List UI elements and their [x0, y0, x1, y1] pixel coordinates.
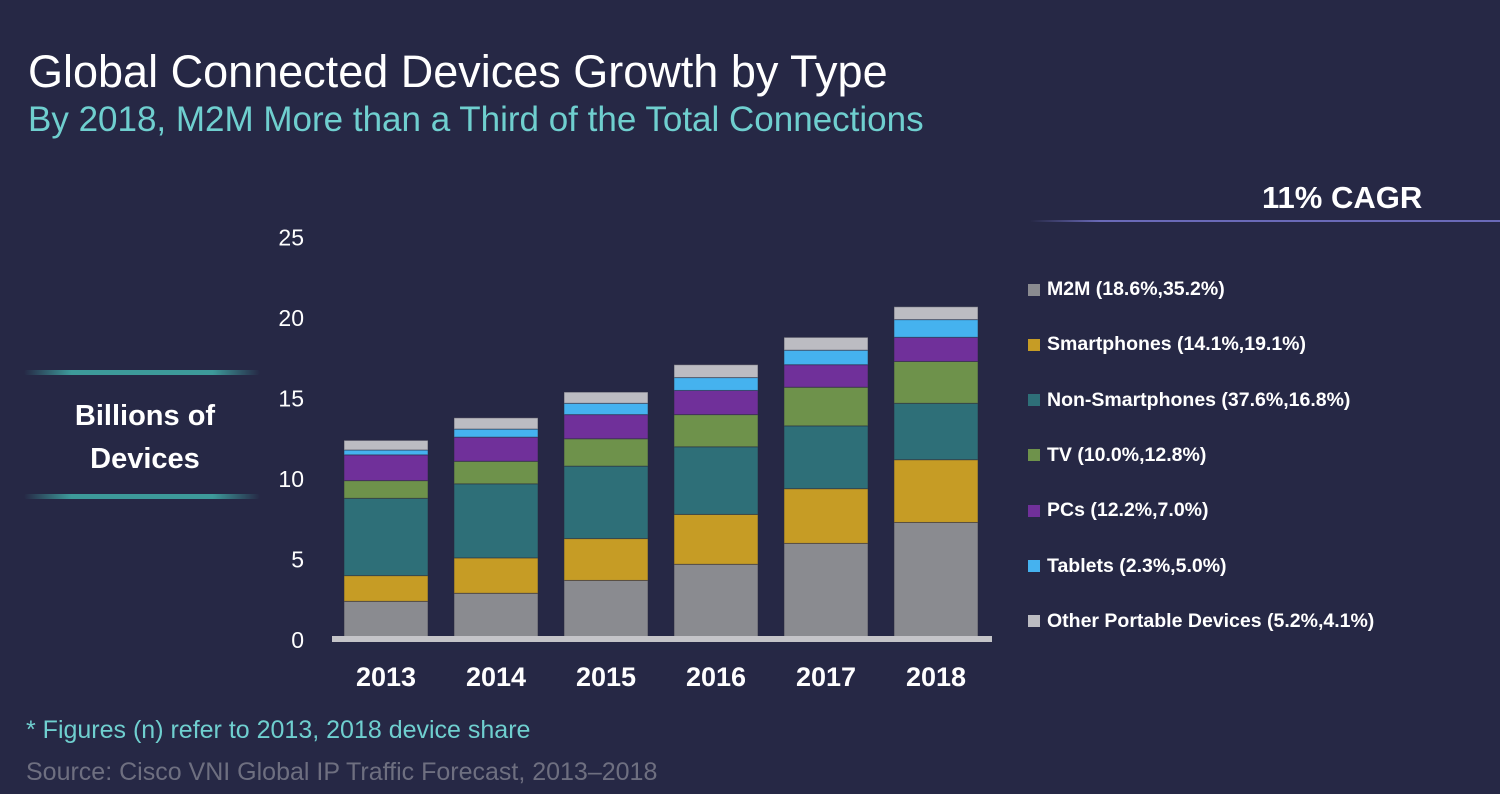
y-tick-label: 5	[291, 547, 304, 573]
y-axis-label-line-2: Devices	[90, 443, 200, 475]
bar-segment-tablets	[453, 428, 539, 438]
legend-item: Non-Smartphones (37.6%,16.8%)	[1028, 389, 1350, 412]
legend-label: Smartphones (14.1%,19.1%)	[1047, 333, 1307, 356]
bar-segment-pcs	[893, 336, 979, 362]
legend-label: TV (10.0%,12.8%)	[1047, 443, 1207, 466]
y-axis-label-line-1: Billions of	[74, 400, 216, 432]
bar-segment-tv	[343, 480, 429, 499]
bar-segment-smartphones	[783, 488, 869, 544]
bar-segment-m2m	[783, 542, 869, 641]
bar-segment-smartphones	[453, 557, 539, 594]
bar-segment-smartphones	[563, 538, 649, 581]
bar-segment-tv	[563, 438, 649, 467]
legend-item: M2M (18.6%,35.2%)	[1028, 278, 1225, 301]
bar-segment-non-smartphones	[563, 465, 649, 540]
bar-segment-tablets	[783, 349, 869, 366]
bar-segment-tablets	[673, 377, 759, 391]
x-tick-label: 2018	[906, 662, 966, 692]
bar-segment-pcs	[343, 454, 429, 482]
bar-segment-other-portable-devices	[343, 439, 429, 451]
legend-swatch	[1028, 338, 1040, 351]
bar-segment-m2m	[343, 600, 429, 641]
x-tick-label: 2013	[356, 662, 416, 692]
bar-segment-other-portable-devices	[563, 391, 649, 404]
ylabel-top-divider	[24, 370, 260, 375]
bar-segment-pcs	[453, 436, 539, 462]
bar-segment-pcs	[563, 414, 649, 440]
bar-segment-other-portable-devices	[673, 364, 759, 379]
x-tick-label: 2016	[686, 662, 746, 692]
bar-segment-pcs	[783, 364, 869, 388]
legend-swatch	[1028, 449, 1040, 462]
legend-label: Non-Smartphones (37.6%,16.8%)	[1047, 388, 1351, 411]
y-axis-label: Billions of Devices	[20, 395, 270, 481]
bar-segment-smartphones	[673, 513, 759, 565]
ylabel-bottom-divider	[24, 494, 260, 499]
legend-item: TV (10.0%,12.8%)	[1028, 444, 1206, 467]
cagr-divider	[1030, 220, 1500, 222]
bar-segment-tv	[453, 460, 539, 485]
bar-segment-m2m	[673, 563, 759, 641]
bar-segment-non-smartphones	[343, 497, 429, 577]
bar-segment-m2m	[893, 521, 979, 641]
bar-segment-m2m	[563, 579, 649, 641]
bar-segment-pcs	[673, 389, 759, 416]
bar-segment-non-smartphones	[453, 483, 539, 559]
bar-segment-other-portable-devices	[453, 417, 539, 430]
legend-swatch	[1028, 283, 1040, 296]
bar-segment-tablets	[343, 449, 429, 456]
legend-item: PCs (12.2%,7.0%)	[1028, 499, 1209, 522]
bar-segment-smartphones	[343, 575, 429, 602]
bar-segment-tv	[783, 386, 869, 427]
legend-label: Tablets (2.3%,5.0%)	[1047, 554, 1227, 577]
legend-item: Other Portable Devices (5.2%,4.1%)	[1028, 610, 1374, 633]
bar-segment-non-smartphones	[893, 402, 979, 461]
y-tick-label: 20	[278, 305, 304, 331]
legend-label: PCs (12.2%,7.0%)	[1047, 499, 1209, 522]
page-subtitle: By 2018, M2M More than a Third of the To…	[28, 100, 924, 139]
page-title: Global Connected Devices Growth by Type	[28, 46, 888, 97]
source-note: Source: Cisco VNI Global IP Traffic Fore…	[26, 758, 658, 786]
bar-segment-tv	[673, 414, 759, 448]
x-tick-label: 2017	[796, 662, 856, 692]
legend-swatch	[1028, 560, 1040, 572]
y-tick-label: 15	[278, 386, 304, 412]
bar-segment-other-portable-devices	[893, 306, 979, 321]
bar-segment-other-portable-devices	[783, 336, 869, 351]
bar-segment-smartphones	[893, 459, 979, 523]
legend-swatch	[1028, 615, 1040, 628]
bar-segment-tablets	[563, 402, 649, 416]
legend-item: Tablets (2.3%,5.0%)	[1028, 555, 1227, 578]
bar-segment-non-smartphones	[783, 425, 869, 490]
footnote: * Figures (n) refer to 2013, 2018 device…	[26, 716, 531, 744]
legend-swatch	[1028, 394, 1040, 407]
legend-label: M2M (18.6%,35.2%)	[1047, 278, 1225, 300]
x-tick-label: 2015	[576, 662, 636, 692]
bar-segment-m2m	[453, 592, 539, 641]
cagr-label: 11% CAGR	[1262, 180, 1423, 215]
x-axis-line	[332, 636, 992, 642]
legend-item: Smartphones (14.1%,19.1%)	[1028, 333, 1306, 356]
x-tick-label: 2014	[466, 662, 526, 692]
legend-label: Other Portable Devices (5.2%,4.1%)	[1047, 609, 1375, 632]
y-tick-label: 10	[278, 466, 304, 492]
bar-segment-non-smartphones	[673, 446, 759, 515]
y-tick-label: 0	[291, 627, 304, 653]
bar-segment-tv	[893, 360, 979, 404]
legend-swatch	[1028, 504, 1040, 517]
bar-segment-tablets	[893, 319, 979, 338]
y-tick-label: 25	[278, 225, 304, 251]
